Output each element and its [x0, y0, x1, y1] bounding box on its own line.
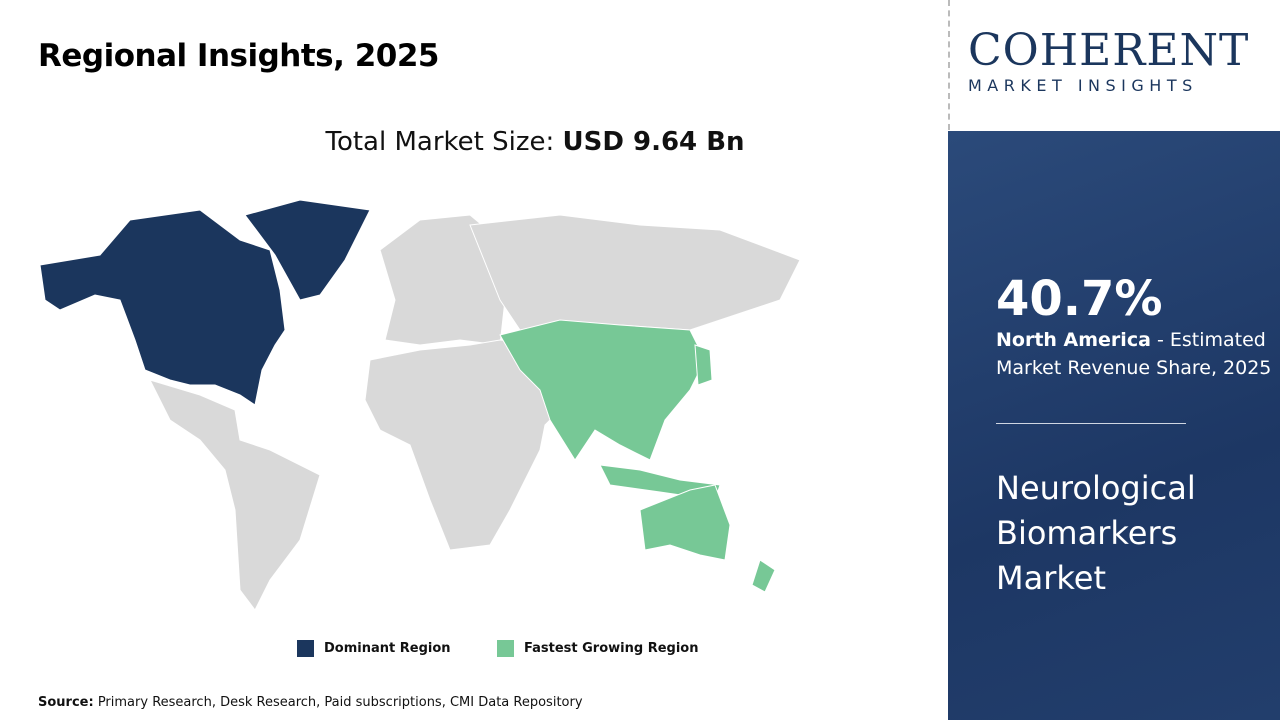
region-middle-east-africa — [364, 339, 561, 551]
info-panel: 40.7% North America - Estimated Market R… — [948, 131, 1280, 720]
market-name: Neurological Biomarkers Market — [996, 469, 1196, 597]
total-label: Total Market Size: — [325, 127, 563, 157]
source-text: Primary Research, Desk Research, Paid su… — [93, 695, 583, 710]
new-zealand — [751, 559, 776, 593]
source-note: Source: Primary Research, Desk Research,… — [38, 695, 583, 710]
share-percent: 40.7% — [996, 271, 1163, 327]
logo-line2: MARKET INSIGHTS — [968, 76, 1198, 95]
region-north-america — [39, 209, 286, 406]
total-value: USD 9.64 Bn — [562, 127, 745, 157]
share-desc-text: - Estimated Market Revenue Share, 2025 — [996, 329, 1272, 379]
legend-dominant: Dominant Region — [297, 640, 451, 657]
greenland — [244, 199, 371, 301]
region-asia-pacific — [499, 319, 706, 461]
japan — [694, 344, 713, 386]
legend-swatch — [297, 640, 314, 657]
region-latin-america — [149, 379, 321, 611]
page-title: Regional Insights, 2025 — [38, 38, 439, 74]
total-market-size: Total Market Size: USD 9.64 Bn — [0, 127, 1070, 157]
legend-fastest: Fastest Growing Region — [497, 640, 698, 657]
logo: COHERENT MARKET INSIGHTS — [968, 25, 1263, 96]
panel-divider — [996, 423, 1186, 424]
legend-label: Fastest Growing Region — [524, 641, 699, 656]
source-label: Source: — [38, 695, 94, 710]
region-russia — [469, 214, 801, 331]
share-description: North America - Estimated Market Revenue… — [996, 326, 1276, 382]
logo-line1: COHERENT — [968, 25, 1250, 76]
legend-swatch — [497, 640, 514, 657]
australia — [639, 484, 731, 561]
world-map — [39, 199, 801, 611]
legend-label: Dominant Region — [324, 641, 451, 656]
share-region: North America — [996, 329, 1151, 351]
divider — [948, 0, 950, 130]
